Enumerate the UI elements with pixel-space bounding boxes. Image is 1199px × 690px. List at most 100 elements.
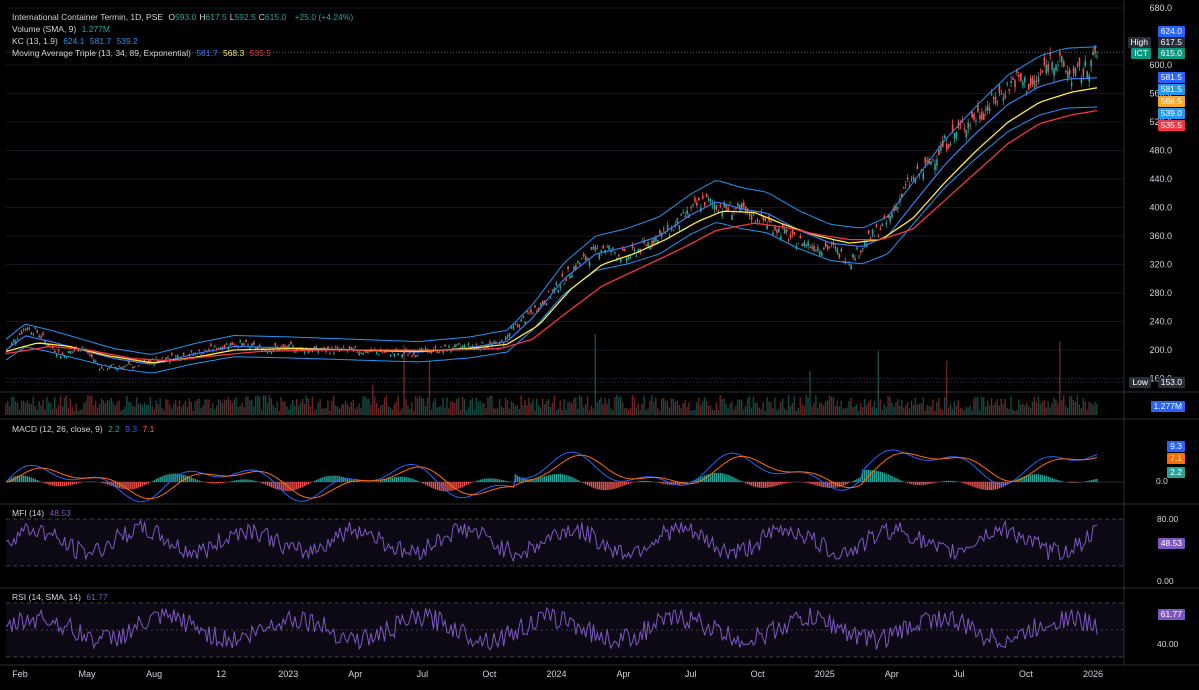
volume-bar: [596, 402, 598, 415]
candle-body: [1066, 71, 1069, 78]
candle-body: [824, 242, 827, 247]
macd-hist-bar: [830, 482, 833, 488]
volume-bar: [860, 403, 862, 415]
macd-hist-bar: [809, 482, 811, 484]
volume-bar: [571, 403, 573, 415]
macd-hist-bar: [1043, 475, 1046, 482]
rsi-tag-value: 61.77: [1160, 609, 1182, 619]
macd-hist-bar: [877, 471, 880, 482]
volume-bar: [1055, 399, 1057, 415]
candle-body: [1010, 81, 1012, 83]
candle-body: [1061, 56, 1063, 63]
macd-hist-bar: [627, 482, 630, 484]
macd-hist-bar: [397, 476, 399, 482]
macd-hist-bar: [243, 479, 245, 482]
macd-label: MACD (12, 26, close, 9): [12, 424, 103, 434]
macd-hist-bar: [335, 475, 337, 482]
volume-bar: [545, 400, 548, 415]
candle-body: [182, 352, 185, 356]
macd-hist-bar: [1029, 474, 1032, 482]
macd-hist-bar: [623, 482, 626, 486]
volume-bar: [1061, 400, 1063, 415]
macd-hist-bar: [838, 482, 841, 487]
volume-bar: [204, 399, 206, 415]
volume-bar: [149, 397, 152, 415]
volume-bar: [173, 403, 175, 415]
volume-bar: [163, 410, 165, 415]
candle-body: [348, 346, 351, 349]
mfi-tag-value: 48.53: [1160, 538, 1182, 548]
candle-body: [996, 100, 999, 102]
volume-bar: [916, 404, 919, 415]
time-tick-label-15: Oct: [1019, 669, 1034, 679]
candle-body: [116, 367, 119, 371]
candle-body: [659, 229, 661, 235]
macd-hist-bar: [1026, 475, 1028, 482]
candle-body: [848, 263, 850, 265]
macd-hist-bar: [768, 482, 770, 488]
volume-bar: [477, 402, 479, 415]
volume-bar: [1010, 395, 1012, 415]
candle-body: [616, 257, 618, 260]
volume-bar: [707, 406, 710, 415]
macd-hist-bar: [389, 477, 392, 482]
volume-bar: [442, 397, 444, 415]
volume-bar: [992, 404, 995, 415]
candle-body: [1006, 83, 1009, 85]
macd-hist-bar: [614, 482, 616, 489]
candle-body: [834, 247, 837, 249]
candle-body: [149, 360, 152, 363]
volume-bar: [454, 403, 456, 415]
volume-bar: [512, 402, 515, 415]
volume-bar: [130, 401, 132, 415]
volume-bar: [879, 399, 881, 415]
candle-body: [510, 326, 513, 328]
volume-bar: [159, 398, 161, 415]
volume-bar: [965, 406, 967, 415]
candle-body: [807, 241, 809, 247]
macd-hist-bar: [651, 481, 653, 482]
volume-bar: [135, 397, 138, 415]
candle-body: [947, 144, 950, 149]
candle-body: [852, 254, 854, 258]
candle-body: [506, 335, 509, 338]
volume-bar: [59, 395, 62, 415]
macd-hist-bar: [963, 482, 965, 484]
volume-bar: [424, 405, 427, 415]
macd-hist-bar: [1092, 479, 1094, 482]
candle-body: [264, 349, 267, 351]
macd-hist-bar: [571, 477, 573, 482]
macd-hist-bar: [313, 480, 316, 482]
macd-hist-bar: [502, 480, 505, 482]
volume-bar: [817, 407, 819, 415]
macd-hist-bar: [294, 482, 296, 490]
price-tick-label-6: 400.0: [1149, 203, 1172, 213]
volume-bar: [655, 397, 657, 415]
macd-hist-bar: [955, 481, 958, 482]
price-tag: 535.5: [1157, 120, 1185, 131]
volume-bar: [996, 399, 999, 415]
volume-bar: [401, 408, 403, 415]
volume-bar: [495, 408, 497, 415]
ohlc-value-l: 592.5: [234, 12, 256, 22]
change-value: +25.0 (+4.24%): [294, 12, 354, 22]
macd-hist-bar: [161, 476, 163, 482]
volume-bar: [227, 396, 230, 415]
macd-hist-bar: [11, 477, 13, 482]
volume-bar: [1020, 404, 1022, 415]
mfi-tag: 48.53: [1157, 538, 1185, 549]
volume-bar: [338, 408, 341, 415]
candle-body: [625, 257, 628, 262]
volume-bar: [1037, 396, 1040, 415]
volume-bar: [536, 398, 538, 415]
candle-body: [55, 354, 58, 357]
volume-bar: [354, 408, 356, 415]
candle-body: [949, 144, 952, 146]
candle-body: [897, 207, 899, 209]
volume-bar: [190, 401, 193, 415]
volume-bar: [16, 402, 19, 415]
volume-bar: [356, 407, 358, 415]
volume-bar: [147, 405, 150, 415]
macd-hist-bar: [106, 482, 109, 485]
